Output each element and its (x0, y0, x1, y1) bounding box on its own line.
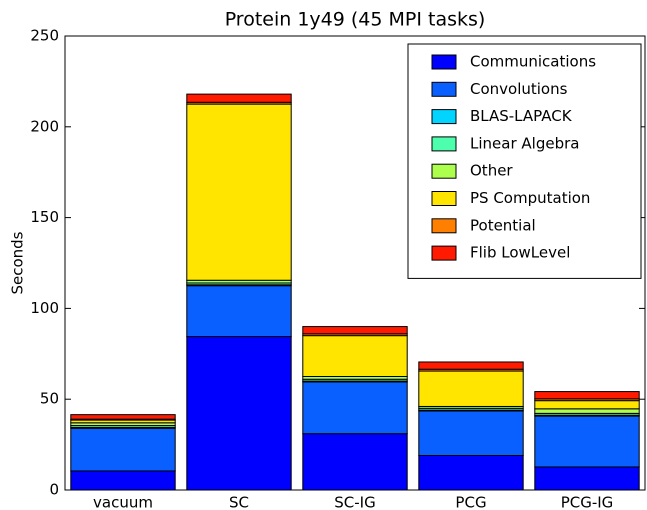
bar-segment (418, 361, 524, 370)
x-tick-label: SC-IG (334, 494, 375, 510)
legend-swatch (431, 163, 457, 179)
bar-segment (186, 103, 292, 281)
bar-segment (534, 408, 640, 414)
bar-segment (302, 433, 408, 491)
y-tick-label: 150 (30, 208, 59, 226)
legend-label: Flib LowLevel (470, 244, 570, 262)
bar-segment (418, 410, 524, 456)
y-axis-label: Seconds (9, 231, 27, 294)
x-tick-label: PCG-IG (561, 494, 614, 510)
legend-label: BLAS-LAPACK (470, 107, 573, 125)
bar-segment (302, 326, 408, 335)
y-tick-label: 100 (30, 299, 59, 317)
plot-frame (64, 35, 646, 491)
legend-label: Other (470, 162, 513, 180)
y-tick-label: 250 (30, 27, 59, 45)
bar-segment (534, 415, 640, 468)
x-tick-label: SC (229, 494, 249, 510)
bar-segment (186, 93, 292, 103)
chart-title: Protein 1y49 (45 MPI tasks) (225, 9, 486, 31)
legend-swatch (431, 109, 457, 125)
bar-segment (418, 370, 524, 407)
bar-segment (534, 400, 640, 410)
x-tick-label: PCG (455, 494, 486, 510)
legend-label: PS Computation (470, 189, 590, 207)
y-tick-label: 200 (30, 117, 59, 135)
bar-segment (186, 336, 292, 491)
bar-segment (534, 391, 640, 400)
y-tick-label: 0 (49, 481, 59, 499)
bar-segment (70, 414, 176, 420)
bar-segment (418, 454, 524, 491)
legend-swatch (431, 81, 457, 97)
bar-segment (302, 381, 408, 435)
y-tick-label: 50 (40, 390, 59, 408)
legend-swatch (431, 218, 457, 234)
bar-segment (70, 470, 176, 491)
legend-swatch (431, 245, 457, 261)
legend-label: Communications (470, 53, 596, 71)
legend-swatch (431, 54, 457, 70)
legend-swatch (431, 136, 457, 152)
bar-segment (186, 285, 292, 338)
bar-segment (534, 466, 640, 491)
legend-label: Potential (470, 216, 536, 234)
legend-swatch (431, 191, 457, 206)
bar-segment (70, 427, 176, 472)
legend-label: Linear Algebra (470, 134, 579, 152)
x-tick-label: vacuum (93, 494, 153, 510)
bar-segment (302, 335, 408, 378)
legend-label: Convolutions (470, 80, 568, 98)
